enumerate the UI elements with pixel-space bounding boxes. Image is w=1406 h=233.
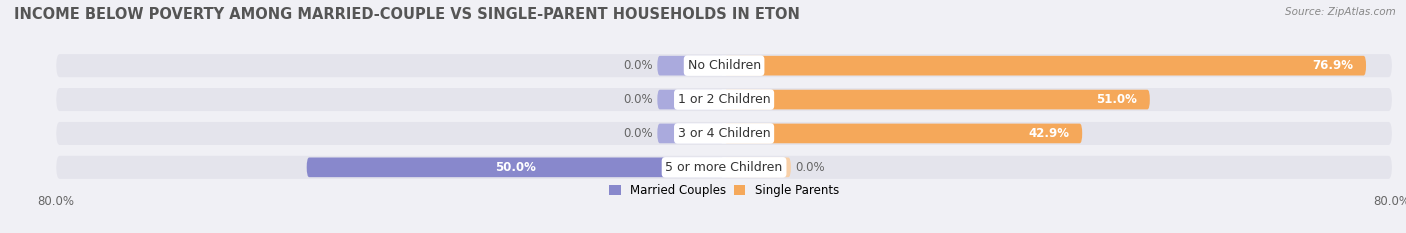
Text: 42.9%: 42.9% — [1029, 127, 1070, 140]
FancyBboxPatch shape — [724, 158, 790, 177]
FancyBboxPatch shape — [307, 158, 724, 177]
FancyBboxPatch shape — [56, 122, 1392, 145]
Text: 1 or 2 Children: 1 or 2 Children — [678, 93, 770, 106]
Text: 0.0%: 0.0% — [623, 93, 654, 106]
FancyBboxPatch shape — [56, 54, 1392, 77]
FancyBboxPatch shape — [658, 56, 724, 75]
Text: 5 or more Children: 5 or more Children — [665, 161, 783, 174]
Text: 50.0%: 50.0% — [495, 161, 536, 174]
Text: 0.0%: 0.0% — [623, 127, 654, 140]
FancyBboxPatch shape — [56, 156, 1392, 179]
Text: 0.0%: 0.0% — [794, 161, 825, 174]
Text: INCOME BELOW POVERTY AMONG MARRIED-COUPLE VS SINGLE-PARENT HOUSEHOLDS IN ETON: INCOME BELOW POVERTY AMONG MARRIED-COUPL… — [14, 7, 800, 22]
FancyBboxPatch shape — [724, 124, 1083, 143]
FancyBboxPatch shape — [56, 88, 1392, 111]
FancyBboxPatch shape — [724, 90, 1150, 109]
Text: 51.0%: 51.0% — [1097, 93, 1137, 106]
Text: 76.9%: 76.9% — [1313, 59, 1354, 72]
Text: Source: ZipAtlas.com: Source: ZipAtlas.com — [1285, 7, 1396, 17]
Text: 0.0%: 0.0% — [623, 59, 654, 72]
Text: No Children: No Children — [688, 59, 761, 72]
Text: 3 or 4 Children: 3 or 4 Children — [678, 127, 770, 140]
FancyBboxPatch shape — [724, 56, 1367, 75]
Legend: Married Couples, Single Parents: Married Couples, Single Parents — [609, 184, 839, 197]
FancyBboxPatch shape — [658, 90, 724, 109]
FancyBboxPatch shape — [658, 124, 724, 143]
